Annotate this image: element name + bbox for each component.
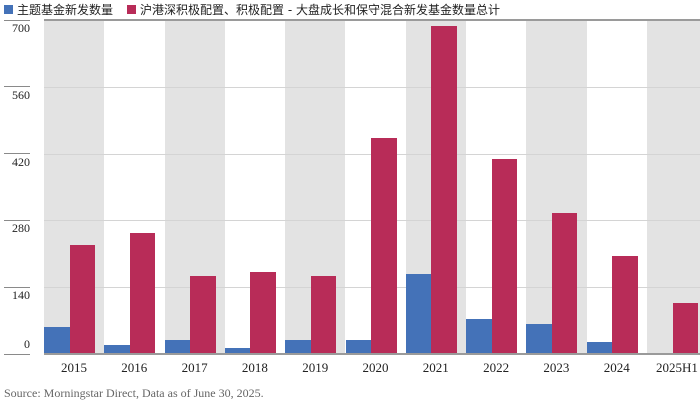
source-note: Source: Morningstar Direct, Data as of J… (4, 386, 264, 400)
gridline (44, 19, 700, 21)
legend-item-theme-funds: 主题基金新发数量 (4, 1, 113, 18)
y-tick-mark (4, 153, 30, 155)
x-tick-label: 2025H1 (656, 360, 698, 375)
y-tick-mark (4, 286, 30, 288)
bar-theme-funds (285, 340, 311, 354)
bar-mixed-funds (310, 276, 337, 354)
bar-theme-funds (44, 326, 70, 354)
x-tick-label: 2016 (121, 360, 148, 375)
gridline (44, 86, 700, 88)
x-tick-label: 2020 (362, 360, 389, 375)
x-tick-label: 2017 (181, 360, 208, 375)
y-tick-label: 280 (12, 221, 30, 236)
x-tick-label: 2019 (302, 360, 329, 375)
y-tick-mark (4, 19, 30, 21)
x-tick-label: 2021 (422, 360, 449, 375)
y-tick-label: 560 (12, 87, 30, 102)
bar-mixed-funds (250, 271, 276, 354)
bar-theme-funds (164, 340, 191, 354)
bar-mixed-funds (190, 276, 216, 354)
y-tick-mark (4, 86, 30, 88)
y-tick-label: 700 (12, 21, 30, 35)
x-tick-label: 2015 (61, 360, 87, 375)
bar-mixed-funds (672, 302, 698, 354)
bar-mixed-funds (551, 212, 578, 354)
legend-swatch-blue-icon (4, 4, 13, 14)
x-axis-line (44, 353, 700, 355)
legend-swatch-red-icon (127, 4, 137, 14)
legend-label: 沪港深积极配置、积极配置 - 大盘成长和保守混合新发基金数量总计 (140, 2, 500, 17)
bar-theme-funds (104, 344, 130, 354)
x-tick-label: 2018 (241, 360, 268, 375)
bar-mixed-funds (129, 232, 156, 354)
bar-theme-funds (405, 273, 432, 354)
bar-theme-funds (224, 348, 251, 354)
y-tick-label: 0 (24, 337, 30, 351)
y-tick-label: 140 (12, 288, 30, 303)
bar-theme-funds (466, 319, 492, 354)
bar-mixed-funds (491, 158, 518, 354)
x-tick-label: 2024 (603, 360, 630, 375)
legend-item-mixed-funds: 沪港深积极配置、积极配置 - 大盘成长和保守混合新发基金数量总计 (127, 1, 500, 18)
bar-mixed-funds (69, 244, 95, 354)
bar-theme-funds (526, 323, 552, 354)
x-tick-label: 2023 (543, 360, 570, 375)
plot-area (44, 19, 700, 355)
bar-theme-funds (345, 340, 371, 354)
legend-label: 主题基金新发数量 (17, 2, 114, 17)
bar-mixed-funds (371, 137, 397, 354)
chart-legend: 主题基金新发数量 沪港深积极配置、积极配置 - 大盘成长和保守混合新发基金数量总… (4, 0, 514, 18)
bar-mixed-funds (431, 25, 457, 354)
y-tick-mark (4, 353, 30, 355)
x-tick-label: 2022 (483, 360, 510, 375)
y-tick-label: 420 (12, 154, 30, 169)
column-band (647, 20, 700, 354)
bar-theme-funds (586, 342, 613, 354)
y-tick-mark (4, 219, 30, 221)
bar-mixed-funds (612, 256, 638, 354)
